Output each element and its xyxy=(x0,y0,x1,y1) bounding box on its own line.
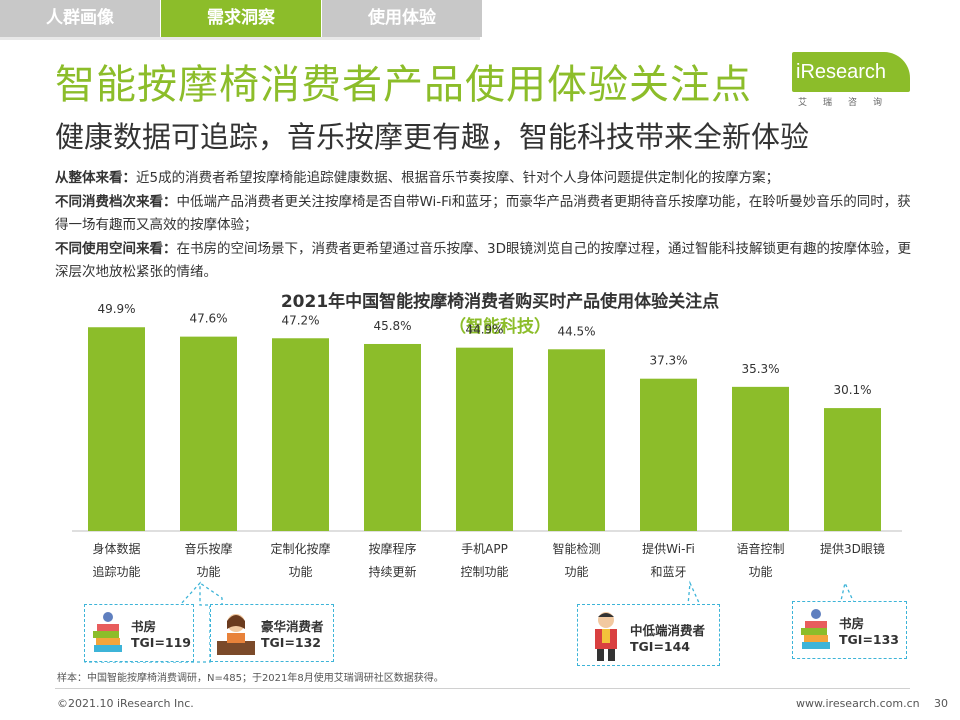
paragraph-tier: 不同消费档次来看：中低端产品消费者更关注按摩椅是否自带Wi-Fi和蓝牙；而豪华产… xyxy=(55,193,911,234)
bar-2 xyxy=(272,338,329,531)
bar-0 xyxy=(88,327,145,531)
value-label-8: 30.1% xyxy=(833,383,871,397)
category-label-0-0: 身体数据 xyxy=(92,541,140,556)
category-label-2-1: 功能 xyxy=(288,565,312,579)
category-label-3-1: 持续更新 xyxy=(368,564,416,579)
category-label-8-0: 提供3D眼镜 xyxy=(820,541,885,556)
category-label-3-0: 按摩程序 xyxy=(368,541,416,556)
value-label-2: 47.2% xyxy=(281,313,319,327)
summary-paragraphs: 从整体来看：近5成的消费者希望按摩椅能追踪健康数据、根据音乐节奏按摩、针对个人身… xyxy=(55,167,915,285)
callout-study-room-2: 书房 TGI=133 xyxy=(792,601,907,659)
value-label-5: 44.5% xyxy=(557,324,595,338)
person-icon xyxy=(595,612,617,661)
bar-5 xyxy=(548,349,605,531)
value-label-0: 49.9% xyxy=(97,302,135,316)
iresearch-logo: iResearch 艾瑞咨询 xyxy=(792,52,910,108)
footer-divider xyxy=(55,688,910,689)
category-label-4-1: 控制功能 xyxy=(460,565,508,579)
bar-6 xyxy=(640,378,697,531)
connector-study-1 xyxy=(84,581,211,663)
callout-label: 书房 xyxy=(131,619,157,634)
chart-title: 2021年中国智能按摩椅消费者购买时产品使用体验关注点 xyxy=(280,292,720,312)
paragraph-space: 不同使用空间来看：在书房的空间场景下，消费者更希望通过音乐按摩、3D眼镜浏览自己… xyxy=(55,240,911,281)
tab-demand-insight[interactable]: 需求洞察 xyxy=(161,0,321,37)
callout-tgi: TGI=133 xyxy=(839,632,900,647)
tab-crowd-portrait[interactable]: 人群画像 xyxy=(0,0,160,37)
callout-tgi: TGI=132 xyxy=(261,635,322,650)
footnote: 样本：中国智能按摩椅消费调研，N=485；于2021年8月使用艾瑞调研社区数据获… xyxy=(57,673,444,684)
callout-tgi: TGI=119 xyxy=(131,635,192,650)
page-title: 智能按摩椅消费者产品使用体验关注点 xyxy=(55,62,752,108)
page-subtitle: 健康数据可追踪，音乐按摩更有趣，智能科技带来全新体验 xyxy=(55,120,810,154)
category-label-6-0: 提供Wi-Fi xyxy=(642,541,695,556)
tab-strip xyxy=(0,37,480,40)
callout-study-room-1: 书房 TGI=119 xyxy=(84,604,194,662)
callout-label: 中低端消费者 xyxy=(630,623,706,638)
value-label-4: 44.9% xyxy=(465,323,503,337)
copyright: ©2021.10 iResearch Inc. xyxy=(57,697,194,710)
section-tabs: 人群画像 需求洞察 使用体验 xyxy=(0,0,483,37)
connector-luxury xyxy=(199,582,223,606)
category-label-0-1: 追踪功能 xyxy=(92,564,140,579)
site-url[interactable]: www.iresearch.com.cn xyxy=(796,697,920,710)
value-label-7: 35.3% xyxy=(741,362,779,376)
paragraph-overall: 从整体来看：近5成的消费者希望按摩椅能追踪健康数据、根据音乐节奏按摩、针对个人身… xyxy=(55,170,780,186)
category-label-5-1: 功能 xyxy=(564,565,588,579)
category-label-6-1: 和蓝牙 xyxy=(650,565,686,579)
bar-7 xyxy=(732,386,789,531)
logo-subtitle: 艾瑞咨询 xyxy=(798,98,899,108)
value-label-6: 37.3% xyxy=(649,354,687,368)
connector-midlow xyxy=(668,580,720,606)
bar-8 xyxy=(824,408,881,531)
chart-subtitle: （智能科技） xyxy=(449,317,551,337)
category-label-2-0: 定制化按摩 xyxy=(270,541,330,556)
category-label-7-0: 语音控制 xyxy=(736,541,784,556)
businesswoman-icon xyxy=(217,614,255,655)
tab-usage-experience[interactable]: 使用体验 xyxy=(322,0,482,37)
books-icon xyxy=(93,612,122,652)
callout-mid-low: 中低端消费者 TGI=144 xyxy=(577,604,720,666)
category-label-5-0: 智能检测 xyxy=(552,541,600,556)
page-number: 30 xyxy=(934,697,948,710)
callout-luxury: 豪华消费者 TGI=132 xyxy=(210,604,334,662)
bar-4 xyxy=(456,347,513,531)
callout-label: 豪华消费者 xyxy=(261,619,324,634)
value-label-1: 47.6% xyxy=(189,312,227,326)
logo-wordmark: iResearch xyxy=(792,52,910,92)
callout-tgi: TGI=144 xyxy=(630,639,691,654)
category-label-1-1: 功能 xyxy=(196,565,220,579)
category-label-4-0: 手机APP xyxy=(461,542,508,556)
category-label-7-1: 功能 xyxy=(748,565,772,579)
category-label-1-0: 音乐按摩 xyxy=(184,541,232,556)
bar-1 xyxy=(180,336,237,531)
books-icon xyxy=(801,609,830,649)
value-label-3: 45.8% xyxy=(373,319,411,333)
bar-3 xyxy=(364,343,421,531)
callout-label: 书房 xyxy=(839,616,865,631)
